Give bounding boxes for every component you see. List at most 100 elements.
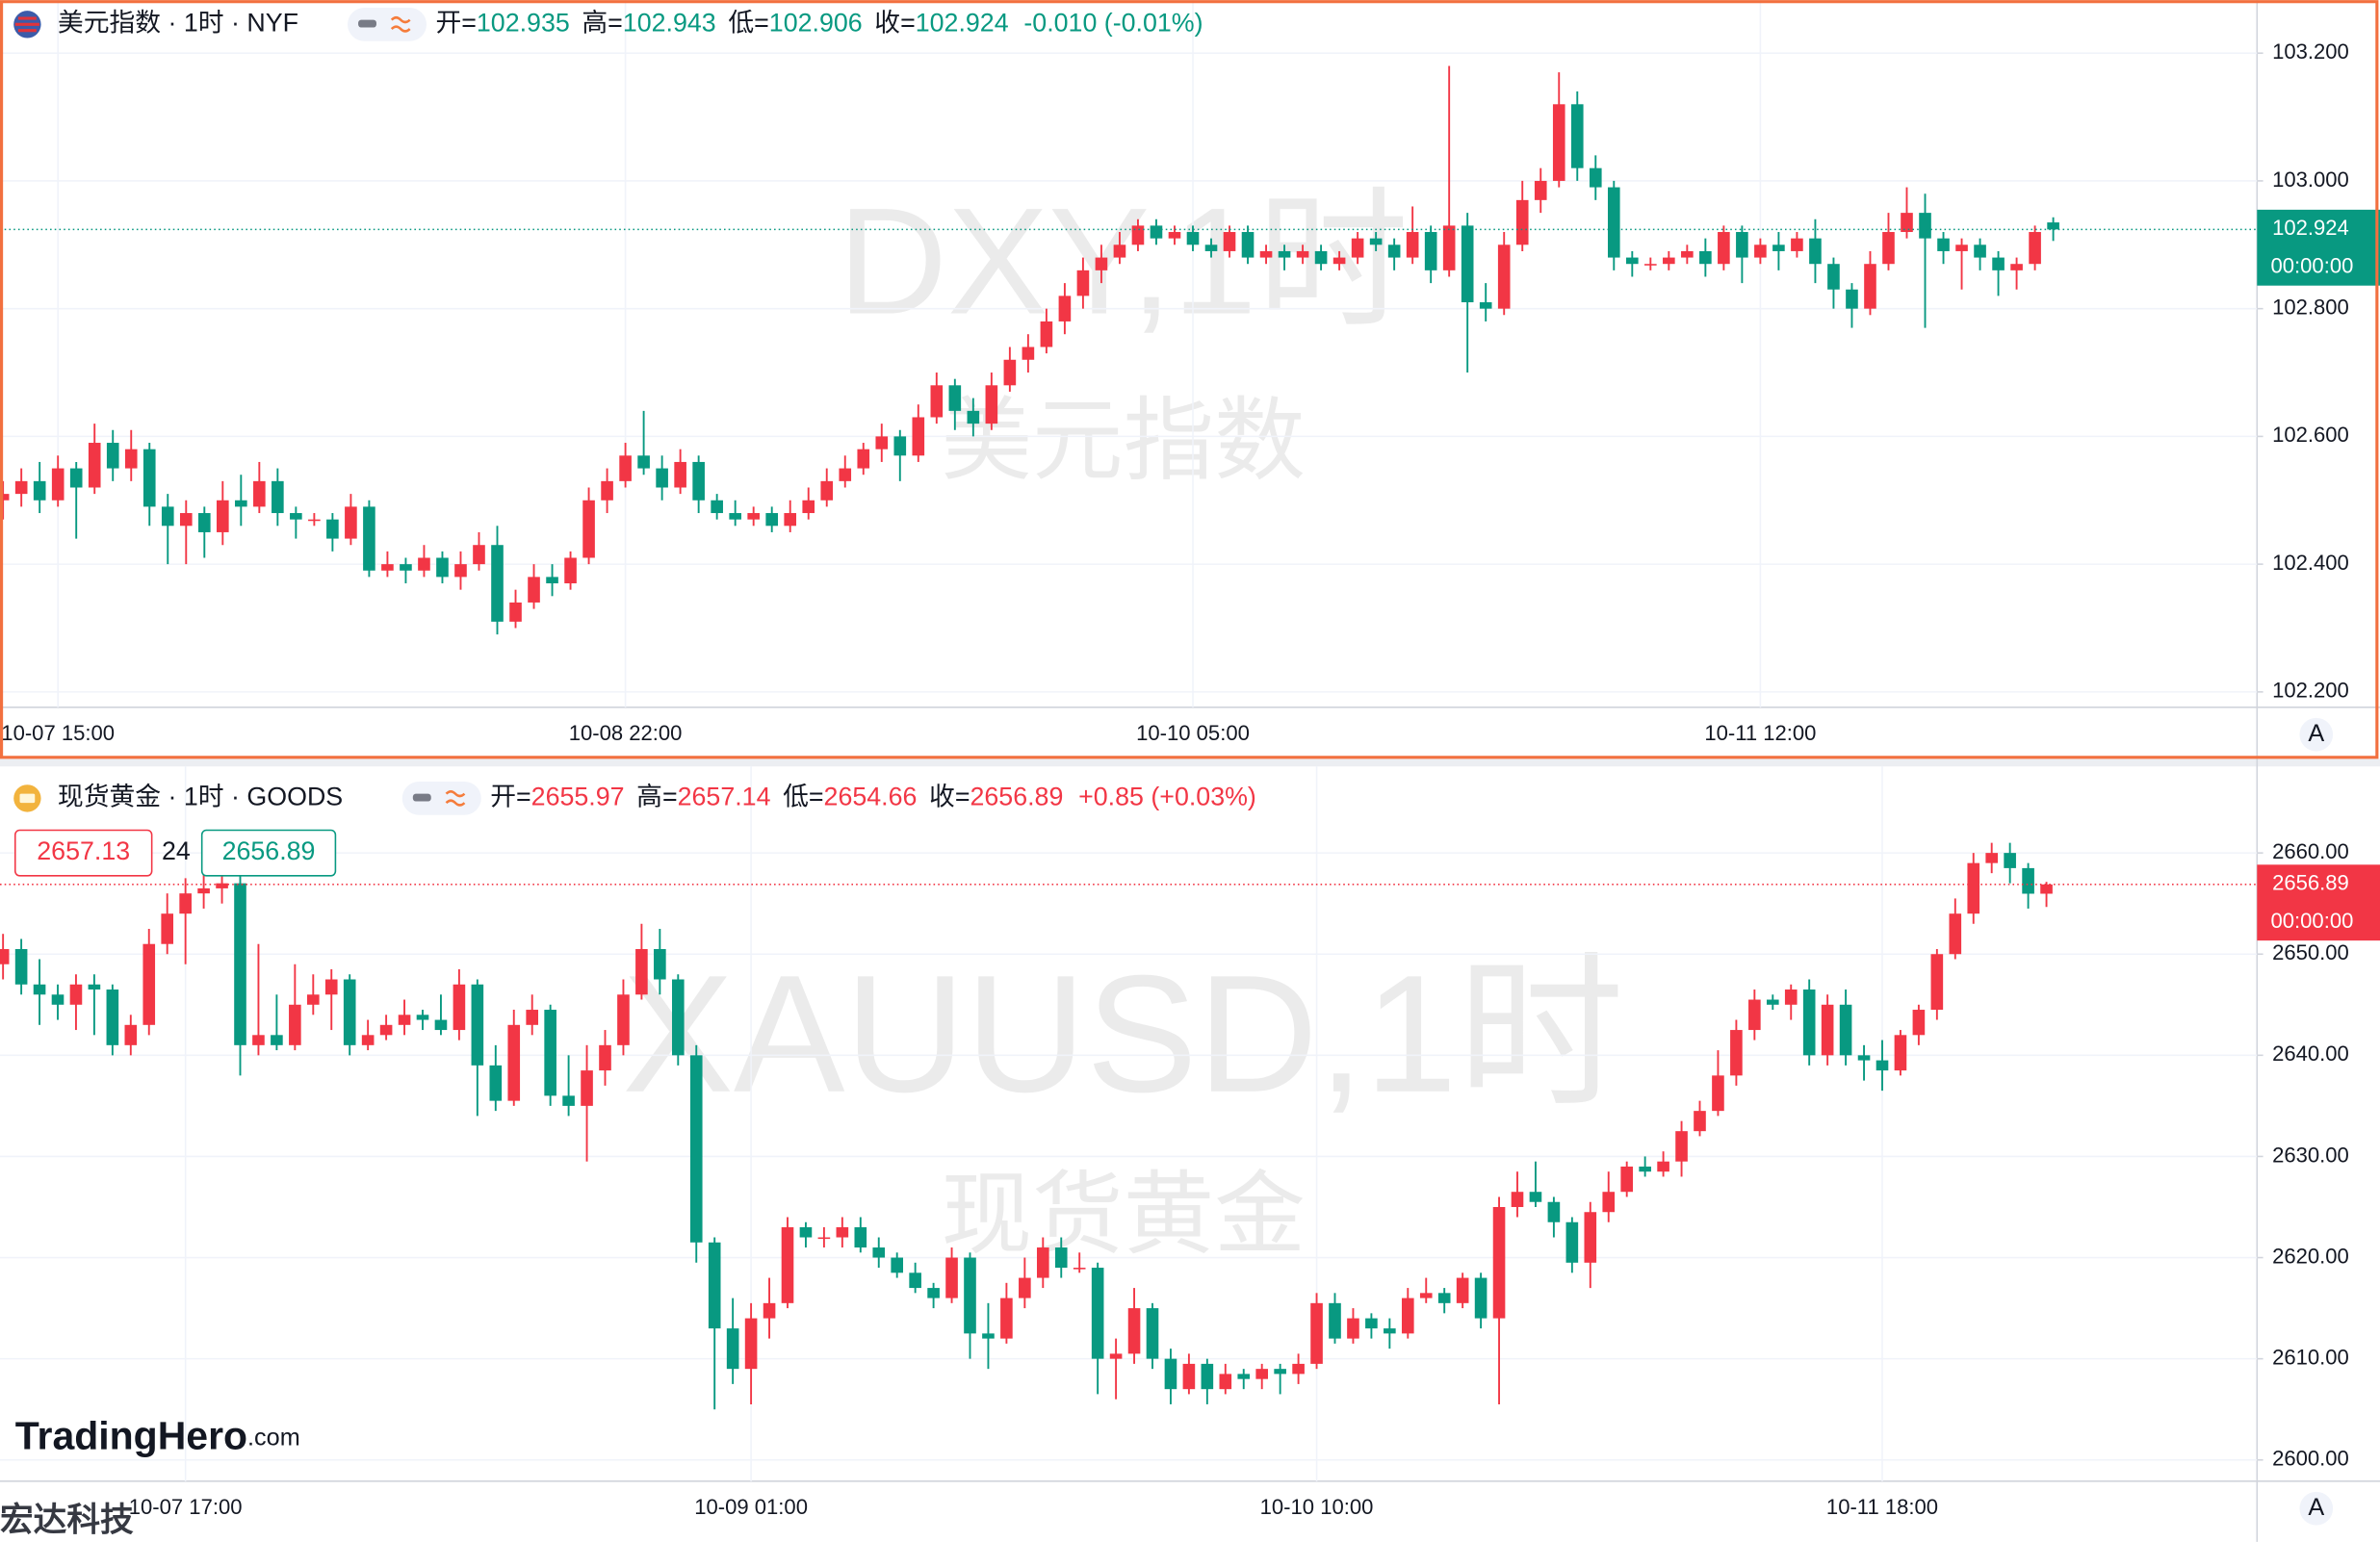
toggle-wave [390, 16, 411, 33]
candle-body [197, 887, 210, 894]
candle-body [363, 506, 375, 571]
candle-body [893, 436, 907, 456]
us-flag-stripes [14, 16, 39, 33]
symbol-toggle[interactable] [401, 782, 481, 815]
candle-body [948, 385, 962, 411]
price-tag [2257, 209, 2380, 286]
candle-body [619, 455, 632, 481]
candle-body [33, 480, 46, 501]
candle-body [1113, 244, 1126, 258]
candle-body [1748, 999, 1761, 1031]
candle-body [345, 506, 357, 539]
candle-body [1292, 1363, 1305, 1375]
candle-body [1406, 232, 1419, 258]
candle-body [1497, 244, 1511, 309]
button-label[interactable]: A [2308, 720, 2324, 747]
candle-body [1351, 238, 1364, 258]
auto-scale-button[interactable]: A [2299, 717, 2334, 752]
candle-body [1930, 954, 1944, 1011]
toggle-icon [358, 19, 376, 28]
candle-body [1474, 1277, 1488, 1319]
symbol-toggle[interactable] [348, 8, 427, 41]
candle-body [875, 436, 889, 450]
candle-body [1681, 250, 1694, 258]
candle-body [562, 1095, 575, 1106]
candle-body [1237, 1374, 1251, 1379]
candle-body [2010, 264, 2023, 270]
candle-body [1456, 1277, 1469, 1303]
candle-body [324, 979, 338, 995]
candle-body [473, 545, 485, 565]
toggle-pill[interactable] [401, 782, 481, 815]
candle-body [1186, 232, 1200, 245]
candle-body [1663, 257, 1675, 265]
candle-body [1857, 1055, 1871, 1061]
candle-body [711, 500, 723, 514]
candle-body [765, 513, 779, 527]
candle-body [1772, 244, 1785, 251]
candle-body [1694, 1111, 1706, 1132]
auto-scale-button[interactable]: A [2299, 1491, 2334, 1526]
toggle-pill[interactable] [348, 8, 427, 41]
candle-body [400, 564, 412, 571]
candle-body [1766, 999, 1779, 1005]
candle-body [416, 1015, 429, 1020]
candle-body [1602, 1192, 1616, 1213]
button-label[interactable]: A [2308, 1494, 2324, 1521]
candle-body [1846, 289, 1858, 309]
price-tag-label: 102.924 [2272, 216, 2349, 240]
candle-body [1882, 232, 1895, 265]
candle-body [708, 1242, 721, 1329]
candle-body [692, 461, 705, 501]
candle-body [379, 1024, 393, 1036]
candle-body [1150, 225, 1163, 239]
x-tick-label: 10-07 17:00 [129, 1495, 243, 1519]
candle-body [418, 557, 430, 571]
ohlc-value: 2655.97 [531, 782, 625, 810]
candle-body [857, 449, 870, 469]
candle-body [1919, 213, 1931, 239]
candle-body [1515, 199, 1529, 245]
ohlc-label: 高= [582, 8, 622, 37]
candle-body [1492, 1206, 1506, 1319]
candle-body [271, 1035, 283, 1045]
candle-body [1387, 244, 1401, 258]
candle-body [1607, 187, 1620, 258]
candle-body [637, 455, 650, 469]
candle-body [124, 449, 138, 469]
candle-body [726, 1328, 739, 1370]
candle-body [1894, 1035, 1907, 1071]
candle-body [1019, 1277, 1031, 1298]
candle-body [671, 979, 685, 1056]
candle-body [509, 602, 522, 622]
ohlc-label: 低= [728, 8, 768, 37]
change-value: +0.85 (+0.03%) [1078, 782, 1256, 810]
candle-body [1901, 213, 1913, 233]
y-tick-label: 102.200 [2272, 679, 2349, 703]
candle-body [930, 385, 944, 418]
candle-body [1022, 347, 1035, 360]
candle-body [2040, 884, 2053, 894]
y-tick-label: 2610.00 [2272, 1345, 2349, 1369]
button-circle [2299, 717, 2334, 752]
candle-body [781, 1227, 794, 1303]
candle-body [1278, 250, 1291, 258]
candle-body [1730, 1030, 1743, 1076]
candle-body [1839, 1004, 1852, 1056]
y-tick-label: 2660.00 [2272, 839, 2349, 863]
candle-body [69, 468, 83, 488]
candle-body [1570, 104, 1584, 168]
candle-body [744, 1318, 758, 1370]
candle-body [1712, 1075, 1724, 1112]
candle-body [471, 984, 484, 1066]
button-circle [2299, 1491, 2334, 1526]
candle-body [106, 989, 119, 1045]
watermark-text: XAUUSD,1时 [622, 940, 1624, 1127]
candle-body [1146, 1308, 1159, 1359]
candle-body [1384, 1328, 1396, 1334]
candle-body [343, 979, 356, 1045]
quote-label: 2657.13 [37, 836, 130, 865]
candle-body [982, 1333, 995, 1339]
candle-body [197, 513, 211, 532]
